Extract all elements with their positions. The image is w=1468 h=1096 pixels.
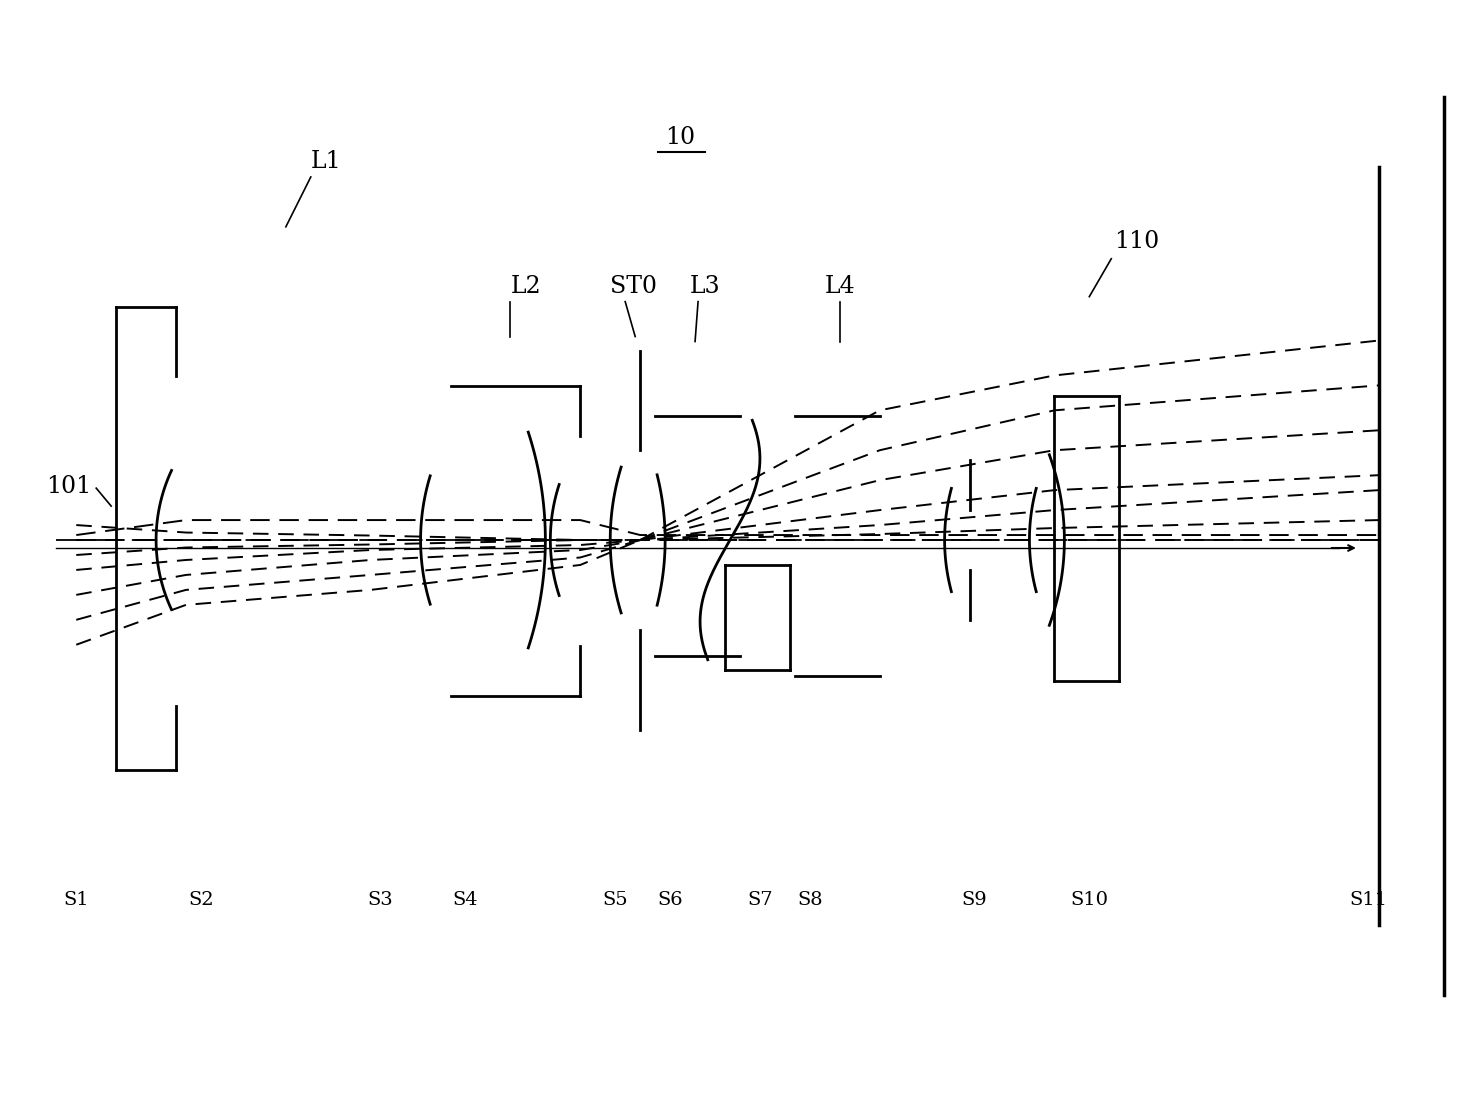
Text: ST0: ST0 [611, 275, 658, 298]
Text: L1: L1 [311, 150, 342, 173]
Text: L2: L2 [511, 275, 542, 298]
Text: S1: S1 [63, 891, 90, 909]
Text: S5: S5 [602, 891, 628, 909]
Text: S11: S11 [1349, 891, 1387, 909]
Text: L3: L3 [690, 275, 721, 298]
Text: 10: 10 [665, 126, 696, 149]
Text: S7: S7 [747, 891, 772, 909]
Text: 110: 110 [1114, 230, 1160, 253]
Text: 101: 101 [47, 475, 91, 498]
Text: S8: S8 [797, 891, 822, 909]
Text: S10: S10 [1070, 891, 1108, 909]
Text: S6: S6 [658, 891, 683, 909]
Text: L4: L4 [825, 275, 856, 298]
Text: S2: S2 [188, 891, 214, 909]
Text: S9: S9 [962, 891, 988, 909]
Text: S3: S3 [368, 891, 393, 909]
Text: S4: S4 [452, 891, 479, 909]
